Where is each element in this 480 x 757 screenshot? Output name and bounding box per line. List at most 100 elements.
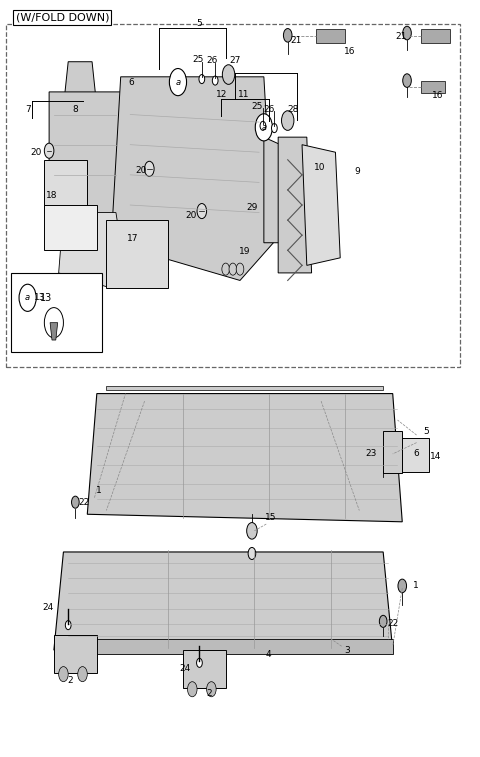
Text: 8: 8: [72, 105, 78, 114]
Circle shape: [206, 682, 216, 696]
Circle shape: [19, 284, 36, 311]
Text: 4: 4: [266, 650, 272, 659]
Bar: [316, 30, 345, 43]
Bar: [44, 205, 97, 251]
Text: 29: 29: [246, 203, 258, 212]
Polygon shape: [107, 386, 383, 390]
Polygon shape: [50, 322, 58, 340]
Text: 25: 25: [251, 102, 263, 111]
Circle shape: [188, 682, 197, 696]
Polygon shape: [54, 639, 393, 654]
Bar: [6, 24, 459, 367]
Text: 24: 24: [180, 665, 191, 674]
Polygon shape: [302, 145, 340, 266]
Circle shape: [65, 621, 71, 630]
Circle shape: [281, 111, 294, 130]
Text: a: a: [175, 77, 180, 86]
Circle shape: [236, 263, 244, 276]
Bar: [383, 431, 402, 473]
Text: 22: 22: [78, 497, 90, 506]
Text: 5: 5: [197, 19, 202, 28]
Text: 9: 9: [354, 167, 360, 176]
Polygon shape: [183, 650, 226, 687]
Text: 20: 20: [30, 148, 41, 157]
Polygon shape: [63, 62, 97, 107]
Circle shape: [272, 123, 277, 132]
Text: (W/FOLD DOWN): (W/FOLD DOWN): [16, 13, 109, 23]
Circle shape: [398, 579, 407, 593]
Text: 28: 28: [288, 104, 299, 114]
Circle shape: [44, 307, 63, 338]
Text: 5: 5: [424, 427, 430, 436]
Circle shape: [78, 667, 87, 682]
Circle shape: [222, 65, 235, 84]
Text: 3: 3: [344, 646, 350, 655]
Circle shape: [144, 161, 154, 176]
Bar: [402, 438, 429, 472]
Polygon shape: [278, 137, 312, 273]
Text: 24: 24: [43, 603, 54, 612]
Text: 26: 26: [263, 104, 275, 114]
Text: 13: 13: [39, 293, 52, 303]
Polygon shape: [264, 137, 297, 243]
Polygon shape: [59, 213, 125, 288]
Circle shape: [44, 143, 54, 158]
Text: 6: 6: [414, 450, 420, 459]
Circle shape: [255, 114, 273, 141]
Circle shape: [199, 74, 204, 83]
Text: 13: 13: [34, 293, 45, 302]
Text: 14: 14: [430, 452, 441, 461]
Bar: [421, 81, 445, 93]
Circle shape: [379, 615, 387, 628]
Circle shape: [247, 522, 257, 539]
Bar: [44, 160, 87, 213]
Circle shape: [229, 263, 237, 276]
Text: 25: 25: [193, 55, 204, 64]
Text: 21: 21: [396, 33, 407, 42]
Text: 18: 18: [46, 192, 58, 201]
Text: 20: 20: [186, 211, 197, 220]
Text: 16: 16: [344, 48, 356, 57]
Text: 2: 2: [68, 676, 73, 684]
Circle shape: [403, 73, 411, 87]
Circle shape: [283, 29, 292, 42]
Polygon shape: [111, 76, 274, 280]
Circle shape: [379, 458, 387, 472]
Text: 1: 1: [96, 486, 102, 494]
Circle shape: [248, 547, 256, 559]
Text: 1: 1: [413, 581, 419, 590]
Circle shape: [212, 76, 218, 85]
Polygon shape: [54, 552, 393, 650]
Text: a: a: [261, 123, 266, 132]
Text: 20: 20: [135, 166, 146, 175]
Text: 21: 21: [290, 36, 302, 45]
Circle shape: [222, 263, 229, 276]
Circle shape: [169, 69, 187, 95]
Circle shape: [72, 496, 79, 508]
Text: 6: 6: [128, 78, 134, 87]
Circle shape: [197, 659, 202, 668]
Circle shape: [403, 26, 411, 40]
Polygon shape: [54, 635, 97, 673]
Text: 7: 7: [25, 105, 31, 114]
Text: a: a: [25, 293, 30, 302]
Polygon shape: [87, 394, 402, 522]
Text: 11: 11: [238, 90, 250, 99]
Polygon shape: [49, 92, 130, 258]
Text: 16: 16: [432, 91, 444, 100]
Text: 12: 12: [216, 89, 228, 98]
Text: 10: 10: [314, 163, 326, 172]
Bar: [421, 30, 450, 43]
Text: 27: 27: [229, 57, 241, 65]
Text: 19: 19: [239, 248, 251, 257]
Circle shape: [197, 204, 206, 219]
Text: 2: 2: [206, 690, 212, 698]
Circle shape: [59, 667, 68, 682]
Bar: [107, 220, 168, 288]
Text: 23: 23: [366, 450, 377, 459]
Text: 22: 22: [387, 619, 398, 628]
Text: 17: 17: [127, 234, 138, 243]
Bar: [11, 273, 102, 352]
Text: 26: 26: [206, 57, 217, 65]
Text: 15: 15: [265, 512, 277, 522]
